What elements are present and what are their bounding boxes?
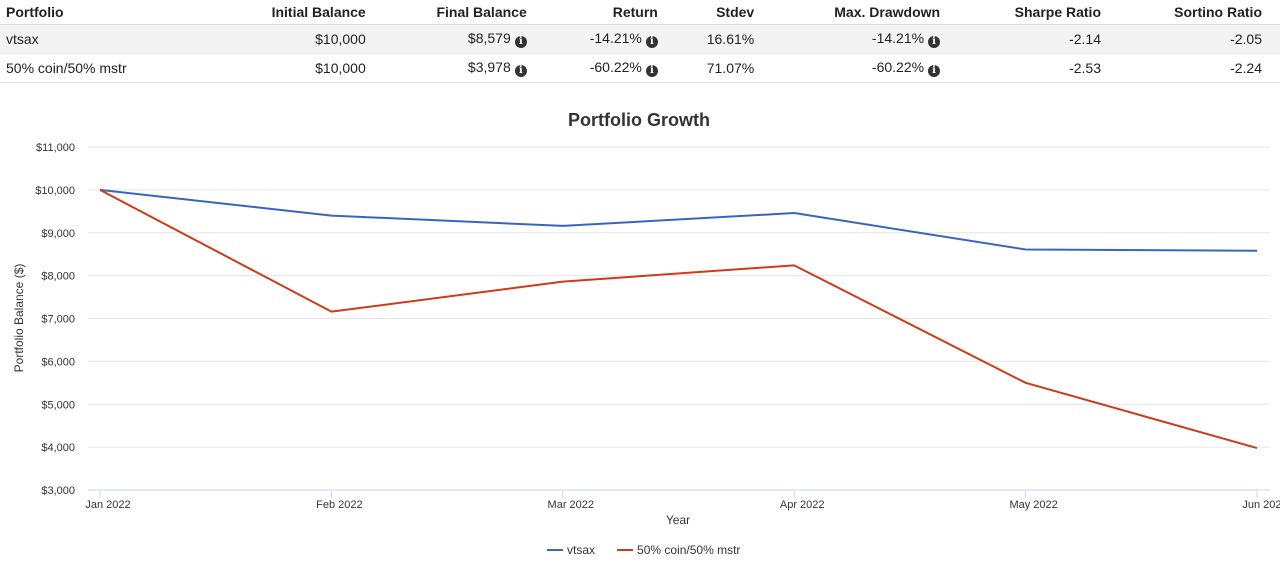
cell-sortino-ratio: -2.05: [1107, 24, 1268, 54]
x-tick-label: Jun 2022: [1242, 499, 1280, 511]
series-lines: [99, 188, 1258, 450]
x-tick-label: Apr 2022: [780, 499, 825, 511]
cell-stdev: 16.61%: [663, 24, 761, 54]
info-icon[interactable]: i: [514, 36, 527, 48]
cell-portfolio: vtsax: [0, 24, 182, 54]
info-icon[interactable]: i: [645, 36, 658, 48]
header-stdev[interactable]: Stdev: [663, 0, 761, 25]
cell-spacer: [1268, 24, 1280, 54]
y-tick-label: $8,000: [41, 271, 75, 283]
x-tick-label: Feb 2022: [316, 499, 362, 511]
cell-sharpe-ratio: -2.14: [946, 24, 1107, 54]
y-axis-title: Portfolio Balance ($): [12, 264, 26, 373]
info-icon[interactable]: i: [645, 65, 658, 77]
header-initial-balance[interactable]: Initial Balance: [181, 0, 372, 25]
y-tick-label: $7,000: [41, 314, 75, 326]
info-icon[interactable]: i: [928, 65, 941, 77]
series-line-0: [99, 188, 1258, 252]
cell-value: -14.21%: [871, 30, 925, 46]
cell-max-drawdown: -60.22% i: [760, 53, 947, 83]
legend-label-1: 50% coin/50% mstr: [637, 543, 740, 557]
y-tick-label: $9,000: [41, 228, 75, 240]
x-tick-label: Jan 2022: [85, 499, 130, 511]
x-axis-title: Year: [666, 513, 690, 527]
x-tick-label: May 2022: [1009, 499, 1057, 511]
cell-value: -60.22%: [871, 59, 925, 75]
x-tick-label: Mar 2022: [548, 499, 594, 511]
header-spacer: [1268, 0, 1280, 25]
header-return[interactable]: Return: [532, 0, 664, 25]
header-sharpe-ratio[interactable]: Sharpe Ratio: [946, 0, 1107, 25]
portfolio-growth-chart: Portfolio Growth $3,000 $4,000 $5,000 $6,00…: [12, 110, 1280, 557]
info-icon[interactable]: i: [514, 65, 527, 77]
cell-value: -60.22%: [589, 59, 642, 75]
cell-sortino-ratio: -2.24: [1107, 53, 1268, 83]
info-icon[interactable]: i: [928, 36, 941, 48]
cell-sharpe-ratio: -2.53: [946, 53, 1107, 83]
gridlines: [88, 146, 1270, 491]
cell-portfolio: 50% coin/50% mstr: [0, 53, 182, 83]
header-portfolio[interactable]: Portfolio: [0, 0, 182, 25]
cell-return: -14.21% i: [532, 24, 664, 54]
chart-title: Portfolio Growth: [568, 110, 710, 130]
table-row: vtsax $10,000 $8,579 i -14.21% i 16.61% -1…: [0, 24, 1280, 54]
y-tick-label: $5,000: [41, 399, 75, 411]
cell-stdev: 71.07%: [663, 53, 761, 83]
cell-value: $3,978: [467, 59, 511, 75]
x-axis-ticks: Jan 2022 Feb 2022 Mar 2022 Apr 2022 May 2022…: [85, 490, 1280, 511]
y-tick-label: $6,000: [41, 356, 75, 368]
cell-final-balance: $3,978 i: [371, 53, 533, 83]
legend: vtsax 50% coin/50% mstr: [547, 543, 740, 557]
cell-max-drawdown: -14.21% i: [760, 24, 947, 54]
y-tick-label: $4,000: [41, 442, 75, 454]
legend-label-0: vtsax: [567, 543, 595, 557]
cell-value: -14.21%: [589, 30, 642, 46]
y-tick-label: $3,000: [41, 485, 75, 497]
statistics-table: Portfolio Initial Balance Final Balance …: [0, 0, 1280, 83]
y-axis-ticks: $3,000 $4,000 $5,000 $6,000 $7,000 $8,000 $9,0…: [35, 142, 75, 497]
table-row: 50% coin/50% mstr $10,000 $3,978 i -60.22…: [0, 53, 1280, 83]
table-header-row: Portfolio Initial Balance Final Balance …: [0, 0, 1280, 25]
header-final-balance[interactable]: Final Balance: [371, 0, 533, 25]
header-max-drawdown[interactable]: Max. Drawdown: [760, 0, 947, 25]
y-tick-label: $10,000: [35, 185, 75, 197]
cell-initial-balance: $10,000: [181, 53, 372, 83]
cell-return: -60.22% i: [532, 53, 664, 83]
cell-initial-balance: $10,000: [181, 24, 372, 54]
header-sortino-ratio[interactable]: Sortino Ratio: [1107, 0, 1268, 25]
y-tick-label: $11,000: [36, 142, 75, 154]
cell-final-balance: $8,579 i: [371, 24, 533, 54]
series-line-1: [99, 188, 1258, 450]
cell-value: $8,579: [467, 30, 511, 46]
cell-spacer: [1268, 53, 1280, 83]
